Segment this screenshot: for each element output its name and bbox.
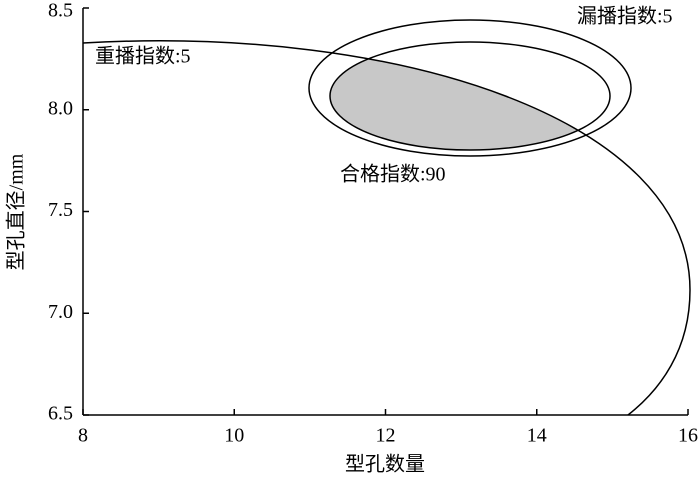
miss-boundary-inner (329, 41, 611, 151)
x-tick-label: 10 (224, 425, 244, 447)
x-tick-label: 8 (78, 425, 88, 447)
annotation: 重播指数:5 (95, 45, 191, 68)
reseeding-boundary (82, 40, 691, 416)
annotation: 漏播指数:5 (577, 5, 673, 28)
annotation: 合格指数:90 (340, 163, 446, 186)
x-tick-label: 12 (376, 425, 396, 447)
y-tick-label: 8.5 (48, 0, 73, 22)
x-tick-label: 16 (678, 425, 698, 447)
y-tick-label: 6.5 (48, 403, 73, 425)
y-tick-label: 8.0 (48, 97, 73, 119)
y-tick-label: 7.0 (48, 301, 73, 323)
miss-boundary-outer (308, 19, 632, 157)
y-axis-label: 型孔直径/mm (5, 153, 28, 270)
x-tick-label: 14 (527, 425, 547, 447)
y-tick-label: 7.5 (48, 199, 73, 221)
x-axis-label: 型孔数量 (345, 453, 425, 476)
